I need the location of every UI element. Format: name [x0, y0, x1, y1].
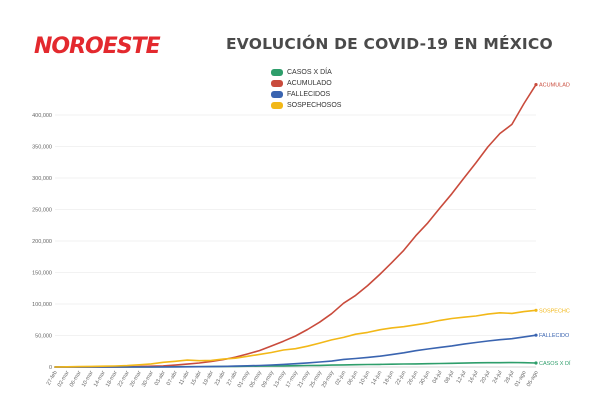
y-tick-label: 350,000 [32, 145, 52, 151]
x-tick-label: 12-jul [456, 370, 468, 385]
legend-swatch [271, 90, 283, 98]
y-tick-label: 400,000 [32, 113, 52, 119]
series-end-point [534, 82, 538, 87]
y-tick-label: 150,000 [32, 271, 52, 277]
x-tick-label: 06-jun [347, 370, 360, 386]
chart-legend: CASOS X DÍA ACUMULADO FALLECIDOS SOSPECH… [271, 67, 341, 111]
y-tick-label: 50,000 [35, 334, 52, 340]
series-end-label: CASOS X DÍ [539, 360, 571, 367]
y-tick-label: 200,000 [32, 239, 52, 245]
series-lines [54, 82, 538, 368]
x-tick-label: 18-jun [383, 370, 396, 386]
brand-logo: NOROESTE [34, 34, 161, 59]
legend-label: ACUMULADO [287, 79, 332, 87]
legend-label: CASOS X DÍA [287, 68, 332, 76]
series-end-point [534, 333, 538, 337]
x-tick-label: 29-may [321, 370, 335, 389]
y-axis: 0 50,000 100,000 150,000 200,000 250,000 300,0… [32, 113, 52, 371]
x-tick-label: 07-abr [166, 370, 179, 387]
series-end-labels: CASOS X DÍ ACUMULAD FALLECIDO SOSPECHC [539, 83, 571, 367]
x-tick-label: 10-jun [359, 370, 372, 386]
y-tick-label: 0 [49, 365, 52, 371]
y-tick-label: 300,000 [32, 176, 52, 182]
series-end-point [534, 308, 538, 312]
x-tick-label: 16-jul [468, 370, 480, 385]
legend-swatch [271, 101, 283, 109]
x-tick-label: 30-mar [141, 370, 155, 388]
legend-item[interactable]: FALLECIDOS [271, 89, 341, 99]
x-tick-label: 02-jun [334, 370, 347, 386]
grid-lines [55, 114, 536, 368]
series-end-label: ACUMULAD [539, 83, 570, 89]
legend-item[interactable]: ACUMULADO [271, 78, 341, 88]
legend-swatch [271, 79, 283, 87]
x-tick-label: 05-ago [526, 370, 540, 388]
series-line [54, 334, 537, 368]
series-end-label: FALLECIDO [539, 333, 570, 339]
series-end-label: SOSPECHC [539, 308, 570, 314]
legend-swatch [271, 68, 283, 76]
legend-label: SOSPECHOSOS [287, 101, 342, 109]
x-tick-label: 26-jun [407, 370, 420, 386]
series-line [54, 83, 537, 368]
chart-title: EVOLUCIÓN DE COVID-19 EN MÉXICO [226, 35, 553, 53]
x-tick-label: 14-jun [371, 370, 384, 386]
x-tick-label: 08-jul [444, 370, 456, 385]
series-end-point [534, 361, 538, 365]
x-tick-label: 04-jul [432, 370, 444, 385]
brand-name: NOROESTE [34, 34, 161, 59]
x-tick-label: 22-jun [395, 370, 408, 386]
legend-label: FALLECIDOS [287, 90, 331, 98]
x-tick-label: 24-jul [492, 370, 504, 385]
x-tick-label: 28-jul [504, 370, 516, 385]
y-tick-label: 100,000 [32, 302, 52, 308]
x-axis: 27-feb02-mar06-mar10-mar14-mar18-mar22-m… [46, 366, 540, 389]
legend-item[interactable]: CASOS X DÍA [271, 67, 341, 77]
y-tick-label: 250,000 [32, 208, 52, 214]
legend-item[interactable]: SOSPECHOSOS [271, 100, 341, 110]
x-tick-label: 20-jul [480, 370, 492, 385]
series-line [54, 309, 537, 368]
x-tick-label: 30-jun [419, 370, 432, 386]
